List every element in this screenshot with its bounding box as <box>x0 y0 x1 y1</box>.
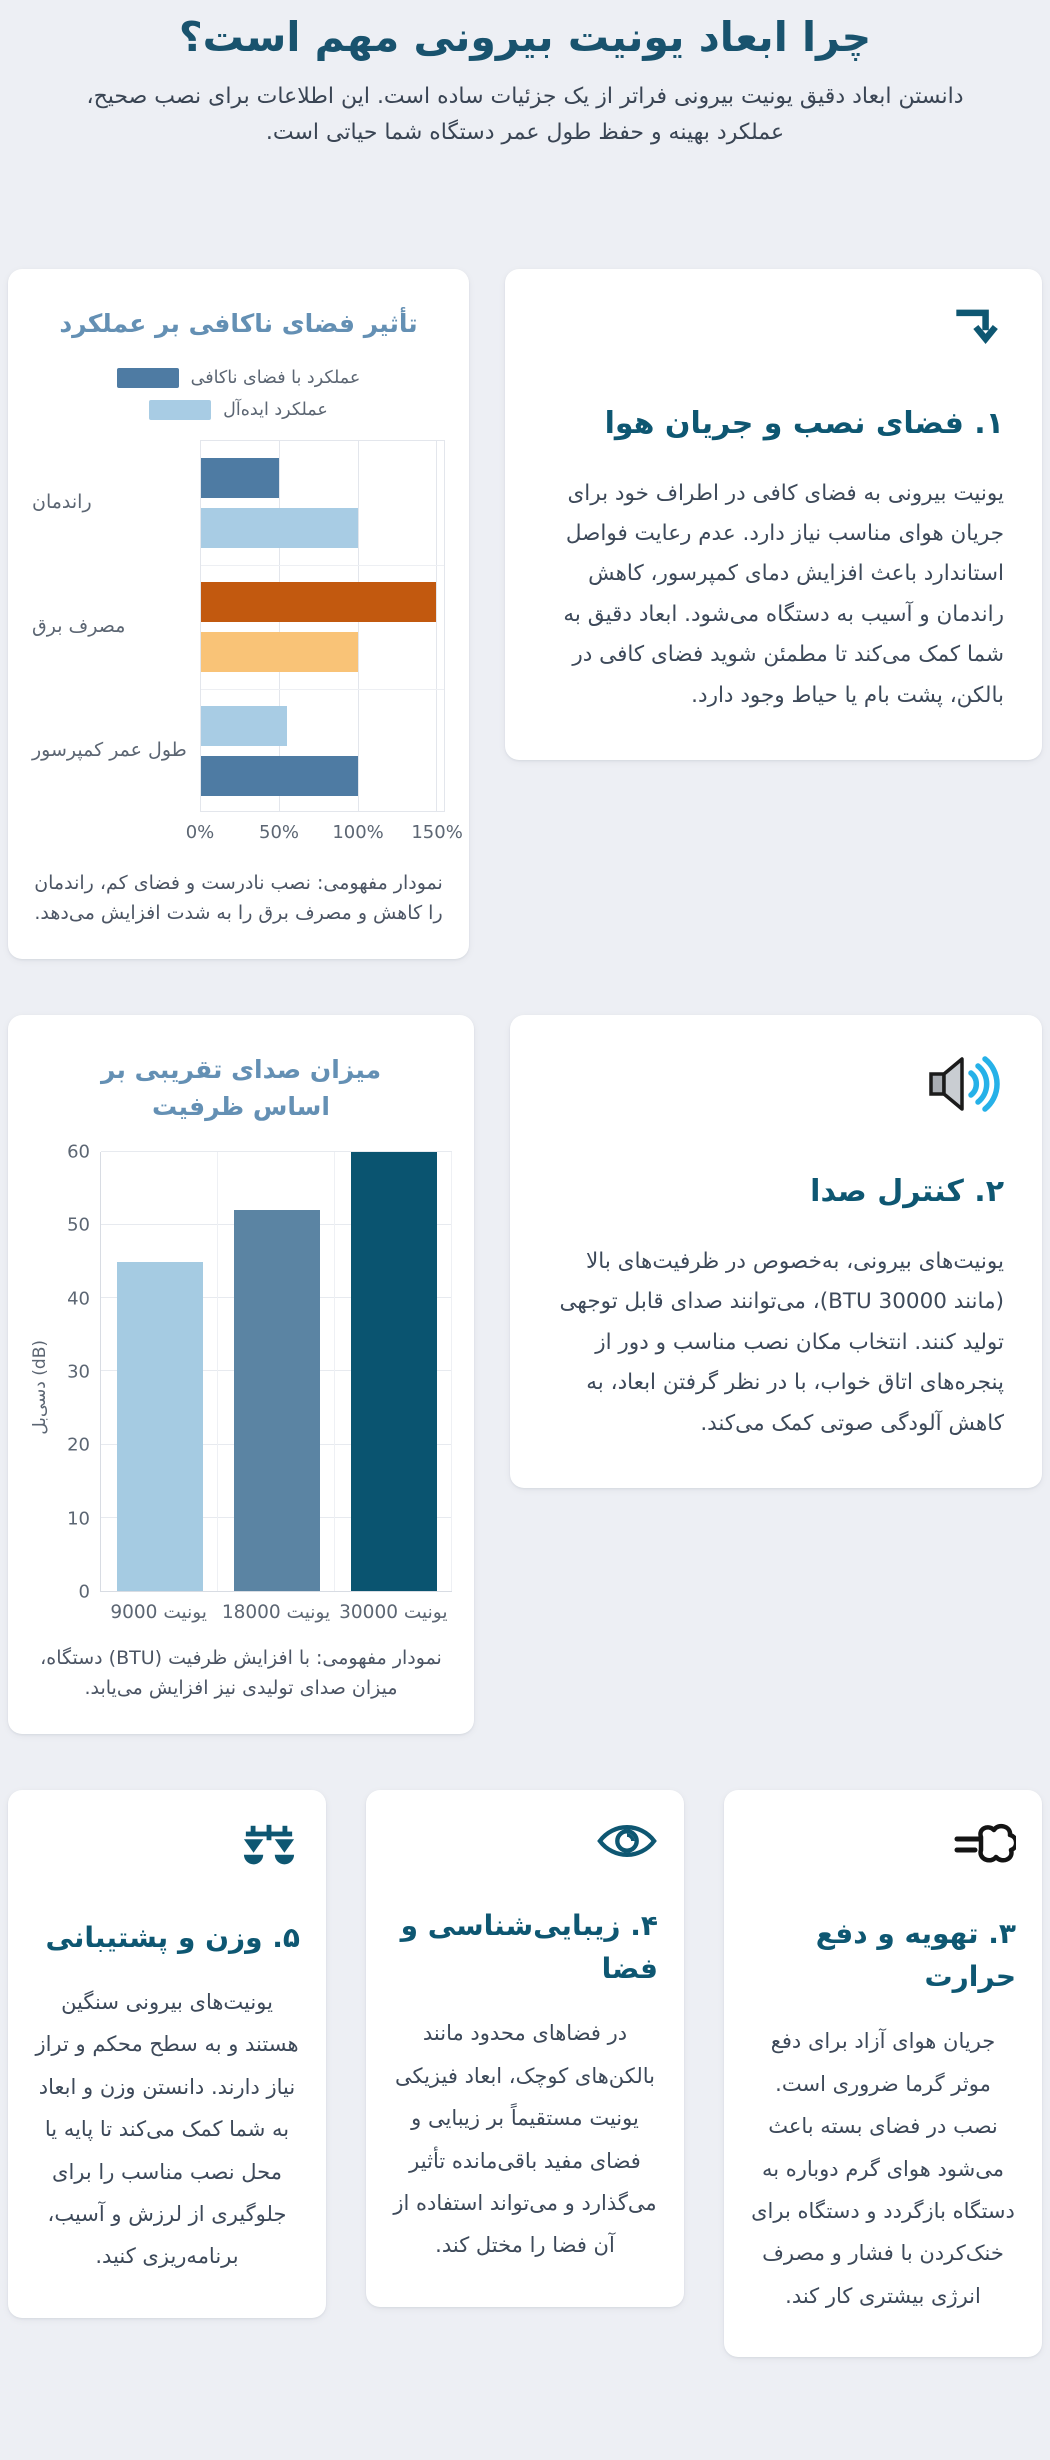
axis-tick: 150% <box>411 822 463 844</box>
noise-chart-caption: نمودار مفهومی: با افزایش ظرفیت (BTU) دست… <box>40 1646 442 1700</box>
axis-tick: 30 <box>67 1361 90 1383</box>
h-bar <box>201 706 288 747</box>
card-heat: ۳. تهویه و دفع حرارت جریان هوای آزاد برا… <box>724 1789 1042 2358</box>
category-label: یونیت 18000 <box>221 1601 331 1623</box>
grid-line <box>101 1150 452 1152</box>
v-bar <box>233 1210 320 1591</box>
vchart-y-axis: 0 10 20 30 40 50 60 <box>54 1141 100 1602</box>
row-1: ۱. فضای نصب و جریان هوا یونیت بیرونی به … <box>8 268 1042 959</box>
card-weight-title: ۵. وزن و پشتیبانی <box>45 1920 300 1954</box>
h-bar <box>201 582 437 623</box>
speaker-icon <box>548 1051 1004 1117</box>
row-2: ۲. کنترل صدا یونیت‌های بیرونی، به‌خصوص د… <box>8 1014 1042 1734</box>
column-separator <box>451 1151 452 1591</box>
card-aesthetics-body: در فضاهای محدود مانند بالکن‌های کوچک، اب… <box>393 2021 657 2258</box>
scales-icon <box>34 1820 300 1874</box>
eye-icon <box>392 1820 658 1862</box>
performance-chart-caption: نمودار مفهومی: نصب نادرست و فضای کم، ران… <box>34 872 443 925</box>
bar-group <box>201 689 444 813</box>
hchart-category-labels: راندمان مصرف برق طول عمر کمپرسور <box>32 440 200 848</box>
vchart-plot-area <box>100 1150 452 1592</box>
card-aesthetics-title: ۴. زیبایی‌شناسی و فضا <box>400 1908 658 1986</box>
card-weight: ۵. وزن و پشتیبانی یونیت‌های بیرونی سنگین… <box>8 1789 326 2318</box>
axis-tick: 60 <box>67 1141 90 1163</box>
legend-label: عملکرد با فضای ناکافی <box>190 368 361 389</box>
performance-bar-chart: راندمان مصرف برق طول عمر کمپرسور 0% 50% 100% 1… <box>32 440 463 848</box>
bar-group <box>201 441 444 565</box>
category-label: مصرف برق <box>32 614 126 637</box>
page-title: چرا ابعاد یونیت بیرونی مهم است؟ <box>178 13 872 61</box>
axis-tick: 20 <box>67 1434 90 1456</box>
h-bar <box>201 632 358 673</box>
h-bar <box>201 508 358 549</box>
card-heat-body: جریان هوای آزاد برای دفع موثر گرما ضروری… <box>751 2029 1015 2308</box>
performance-chart-title: تأثیر فضای ناکافی بر عملکرد <box>59 308 418 338</box>
v-bar <box>116 1261 203 1591</box>
column-separator <box>333 1151 335 1591</box>
card-performance-chart: تأثیر فضای ناکافی بر عملکرد عملکرد با فض… <box>8 268 469 959</box>
page-header: چرا ابعاد یونیت بیرونی مهم است؟ دانستن ا… <box>8 10 1042 151</box>
corner-down-arrow-icon <box>543 305 1004 349</box>
card-heat-title: ۳. تهویه و دفع حرارت <box>815 1916 1016 1994</box>
legend-swatch <box>116 368 179 389</box>
axis-tick: 100% <box>332 822 384 844</box>
legend-swatch <box>149 400 212 421</box>
performance-chart-legend: عملکرد با فضای ناکافی عملکرد ایده‌آل <box>30 368 447 421</box>
row-separator <box>201 565 444 567</box>
grid-line <box>279 441 281 812</box>
page-subtitle: دانستن ابعاد دقیق یونیت بیرونی فراتر از … <box>86 84 964 145</box>
legend-item: عملکرد با فضای ناکافی <box>116 368 361 389</box>
legend-label: عملکرد ایده‌آل <box>223 400 328 421</box>
card-noise-title: ۲. کنترل صدا <box>810 1173 1004 1209</box>
category-label: یونیت 9000 <box>110 1601 207 1623</box>
axis-tick: 0 <box>78 1581 90 1603</box>
axis-tick: 40 <box>67 1288 90 1310</box>
vchart-x-axis: یونیت 9000 یونیت 18000 یونیت 30000 <box>100 1602 452 1623</box>
card-noise-body: یونیت‌های بیرونی، به‌خصوص در ظرفیت‌های ب… <box>559 1248 1004 1436</box>
category-label: یونیت 30000 <box>339 1601 448 1623</box>
h-bar <box>201 458 280 499</box>
hchart-x-axis: 0% 50% 100% 150% <box>186 812 463 848</box>
card-weight-body: یونیت‌های بیرونی سنگین هستند و به سطح مح… <box>35 1990 299 2269</box>
axis-tick: 10 <box>67 1508 90 1530</box>
grid-line <box>357 441 359 812</box>
card-aesthetics: ۴. زیبایی‌شناسی و فضا در فضاهای محدود ما… <box>366 1789 684 2307</box>
card-airflow-title: ۱. فضای نصب و جریان هوا <box>604 405 1004 441</box>
legend-item: عملکرد ایده‌آل <box>149 400 328 421</box>
grid-line <box>436 441 438 812</box>
category-label: راندمان <box>32 490 92 513</box>
bar-group <box>201 565 444 689</box>
card-noise: ۲. کنترل صدا یونیت‌های بیرونی، به‌خصوص د… <box>510 1014 1042 1488</box>
noise-bar-chart: دسی‌بل (dB) 0 10 20 30 40 50 60 یونیت 9000 یونیت … <box>30 1141 452 1623</box>
infographic-page: چرا ابعاد یونیت بیرونی مهم است؟ دانستن ا… <box>8 10 1042 2358</box>
card-airflow-body: یونیت بیرونی به فضای کافی در اطراف خود ب… <box>563 480 1004 708</box>
noise-chart-title: میزان صدای تقریبی بر اساس ظرفیت <box>100 1054 382 1122</box>
category-label: طول عمر کمپرسور <box>32 738 187 761</box>
axis-tick: 50% <box>259 822 300 844</box>
column-separator <box>216 1151 218 1591</box>
y-axis-label: دسی‌بل (dB) <box>30 1340 50 1435</box>
hchart-plot-area <box>200 440 445 813</box>
h-bar <box>201 756 358 797</box>
row-separator <box>201 689 444 691</box>
wind-puff-icon <box>750 1820 1016 1870</box>
axis-tick: 50 <box>67 1214 90 1236</box>
card-noise-chart: میزان صدای تقریبی بر اساس ظرفیت دسی‌بل (… <box>8 1014 474 1734</box>
card-airflow: ۱. فضای نصب و جریان هوا یونیت بیرونی به … <box>505 268 1042 761</box>
v-bar <box>350 1151 437 1591</box>
axis-tick: 0% <box>185 822 215 844</box>
row-3: ۳. تهویه و دفع حرارت جریان هوای آزاد برا… <box>8 1789 1042 2358</box>
